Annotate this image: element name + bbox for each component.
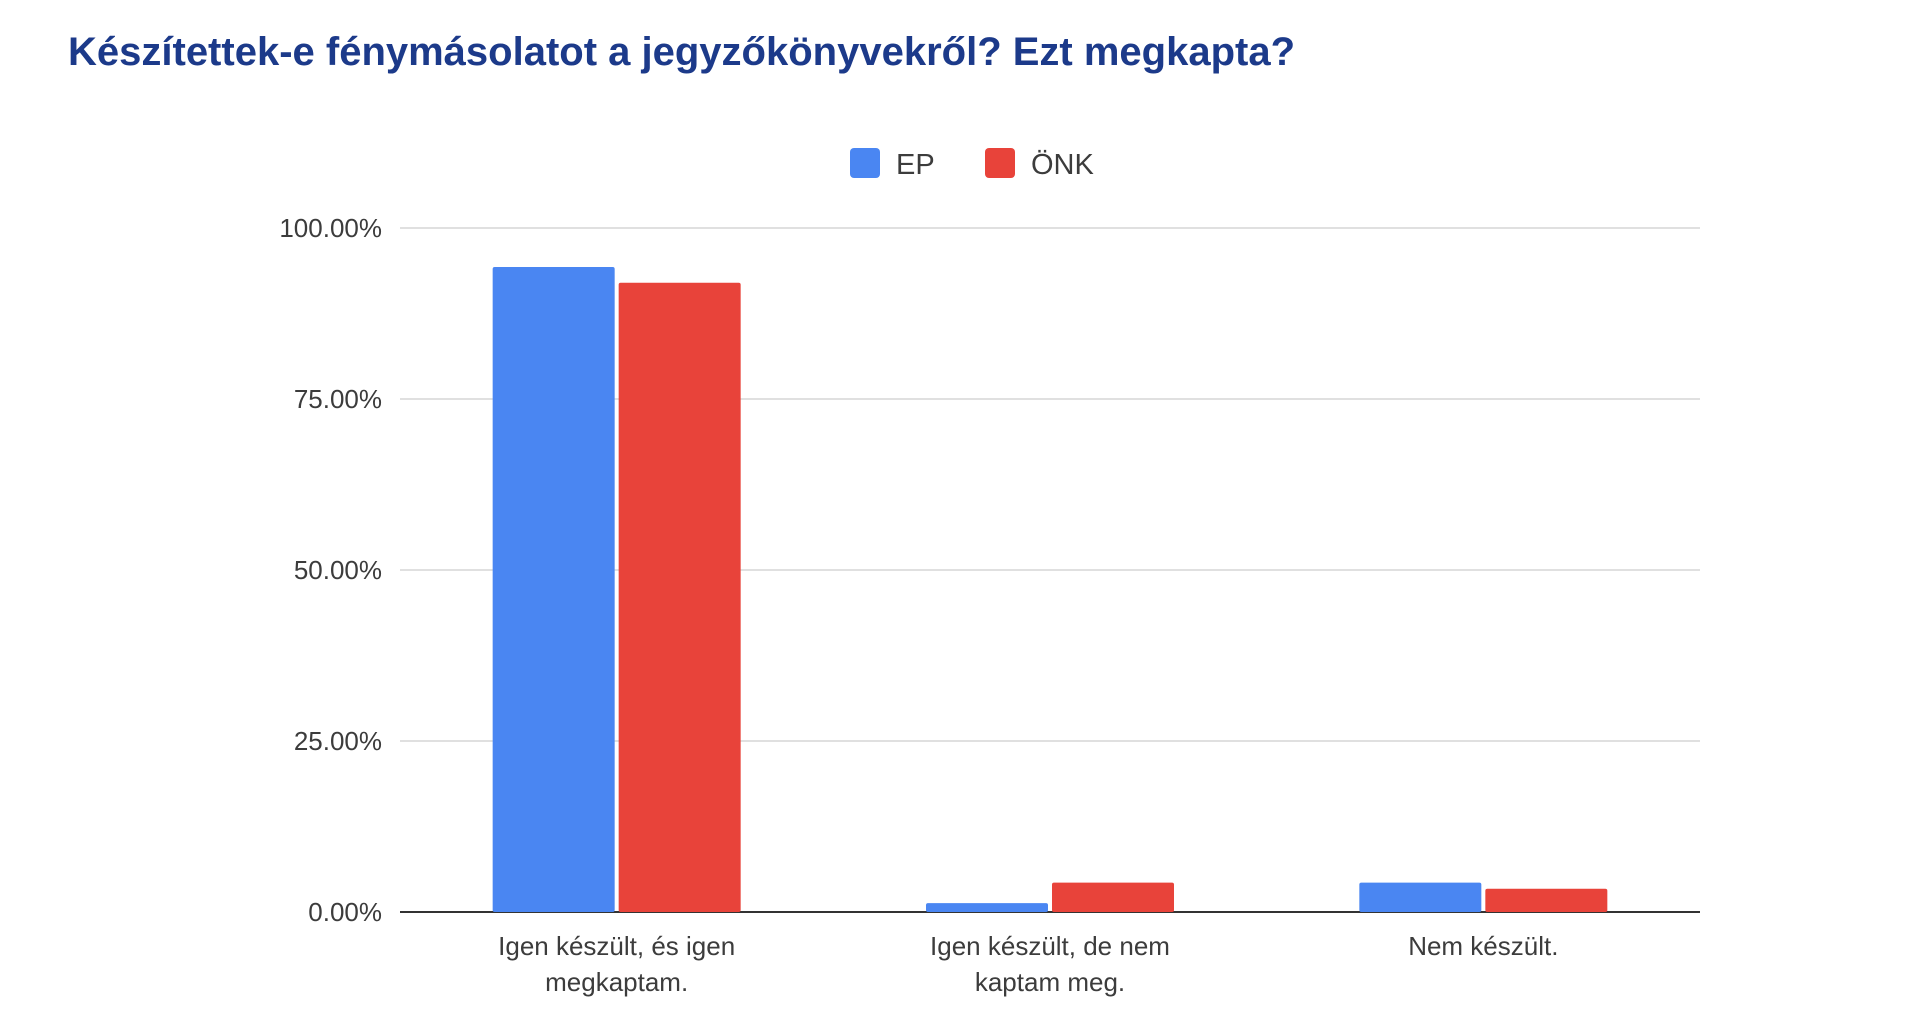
bar-ep-2 xyxy=(926,903,1048,912)
x-tick-label: megkaptam. xyxy=(545,967,688,997)
bar-nk-2 xyxy=(1052,882,1174,912)
bar-nk-3 xyxy=(1485,888,1608,912)
bar-ep-3 xyxy=(1359,882,1482,912)
y-tick-label: 25.00% xyxy=(294,726,382,756)
bar-ep-1 xyxy=(492,266,615,912)
y-tick-label: 0.00% xyxy=(308,897,382,927)
bar-nk-1 xyxy=(618,282,741,913)
legend-swatch xyxy=(985,148,1015,178)
y-tick-label: 50.00% xyxy=(294,555,382,585)
x-tick-label: Igen készült, és igen xyxy=(498,931,735,961)
x-axis-labels: Igen készült, és igen megkaptam. Igen kész… xyxy=(498,931,1558,997)
x-tick-label: Igen készült, de nem xyxy=(930,931,1170,961)
legend-label: ÖNK xyxy=(1031,149,1095,181)
chart-title: Készítettek-e fénymásolatot a jegyzőköny… xyxy=(68,30,1296,74)
gridlines xyxy=(400,227,1700,913)
x-tick-label: Nem készült. xyxy=(1408,931,1558,961)
y-tick-label: 100.00% xyxy=(279,213,382,243)
legend: EP ÖNK xyxy=(850,148,1095,181)
y-axis-ticks: 0.00% 25.00% 50.00% 75.00% 100.00% xyxy=(279,213,382,927)
x-tick-label: kaptam meg. xyxy=(975,967,1125,997)
legend-swatch xyxy=(850,148,880,178)
bars xyxy=(492,266,1608,913)
legend-label: EP xyxy=(896,149,935,181)
y-tick-label: 75.00% xyxy=(294,384,382,414)
